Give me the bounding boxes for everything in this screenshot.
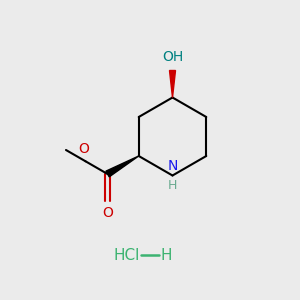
Text: O: O bbox=[79, 142, 89, 156]
Text: HCl: HCl bbox=[113, 248, 140, 262]
Text: H: H bbox=[160, 248, 172, 262]
Text: H: H bbox=[168, 179, 177, 192]
Text: OH: OH bbox=[162, 50, 183, 64]
Text: N: N bbox=[167, 159, 178, 173]
Polygon shape bbox=[106, 156, 139, 177]
Polygon shape bbox=[169, 70, 175, 98]
Text: O: O bbox=[102, 206, 113, 220]
